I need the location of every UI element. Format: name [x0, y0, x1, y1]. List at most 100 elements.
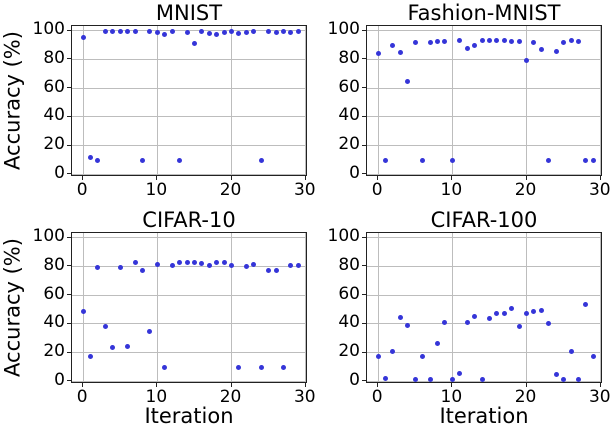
y-tick-label-40: 40 [43, 105, 65, 126]
data-point [405, 79, 411, 85]
data-point [80, 34, 86, 40]
y-tick-mark [362, 144, 366, 146]
gridline-x-10 [451, 26, 453, 175]
data-point [243, 29, 249, 35]
x-tick-mark [230, 176, 232, 180]
plot-area-mnist [71, 25, 307, 176]
x-tick-label-0: 0 [371, 387, 383, 407]
data-point [140, 157, 145, 163]
data-point [236, 364, 242, 370]
data-point [236, 31, 242, 37]
y-tick-label-80: 80 [338, 254, 360, 275]
gridline-y-60 [72, 87, 306, 89]
data-point [464, 320, 470, 325]
x-axis-label-right: Iteration [439, 404, 529, 428]
data-point [162, 31, 168, 37]
data-point [251, 261, 257, 267]
x-tick-label-10: 10 [440, 180, 463, 200]
gridline-x-0 [82, 26, 84, 175]
gridline-y-60 [367, 87, 601, 89]
x-tick-label-0: 0 [76, 180, 88, 200]
data-point [420, 353, 426, 359]
data-point [117, 264, 123, 270]
x-tick-mark [156, 176, 158, 180]
data-point [553, 371, 559, 377]
data-point [576, 377, 581, 383]
data-point [191, 41, 197, 47]
data-point [449, 376, 455, 382]
data-point [266, 267, 272, 273]
y-tick-mark [67, 29, 71, 31]
y-tick-label-100: 100 [32, 226, 65, 247]
data-point [494, 37, 500, 43]
data-point [191, 260, 197, 266]
gridline-y-40 [72, 116, 306, 118]
x-tick-mark [230, 383, 232, 387]
y-tick-label-100: 100 [32, 19, 65, 40]
data-point [509, 39, 515, 45]
gridline-y-20 [72, 352, 306, 354]
y-tick-label-40: 40 [43, 312, 65, 333]
x-tick-label-20: 20 [514, 387, 537, 407]
data-point [154, 29, 160, 35]
data-point [125, 28, 131, 34]
data-point [95, 157, 101, 163]
data-point [125, 344, 131, 350]
data-point [568, 348, 574, 354]
data-point [501, 37, 507, 43]
data-point [140, 268, 145, 274]
data-point [199, 28, 205, 34]
subplot-title-cifar-100: CIFAR-100 [430, 208, 538, 232]
y-tick-label-0: 0 [349, 369, 360, 390]
data-point [117, 28, 123, 34]
y-tick-label-60: 60 [338, 76, 360, 97]
data-point [295, 262, 301, 268]
x-tick-mark [82, 383, 84, 387]
gridline-x-0 [377, 233, 379, 382]
x-tick-label-20: 20 [219, 387, 242, 407]
data-point [590, 157, 596, 163]
y-axis-label-top: Accuracy (%) [0, 31, 25, 170]
data-point [95, 265, 101, 271]
y-tick-label-40: 40 [338, 312, 360, 333]
x-tick-mark [377, 383, 379, 387]
data-point [412, 40, 418, 46]
data-point [288, 263, 294, 269]
y-tick-mark [362, 29, 366, 31]
subplot-title-fashion-mnist: Fashion-MNIST [407, 1, 561, 25]
data-point [420, 157, 426, 163]
data-point [501, 311, 507, 317]
data-point [472, 43, 478, 49]
data-point [464, 46, 470, 52]
y-tick-mark [362, 351, 366, 353]
gridline-x-30 [600, 26, 602, 175]
y-tick-label-80: 80 [43, 254, 65, 275]
gridline-y-100 [367, 237, 601, 239]
data-point [169, 28, 175, 34]
data-point [229, 28, 235, 34]
data-point [538, 46, 544, 52]
x-tick-label-20: 20 [219, 180, 242, 200]
plot-area-cifar-100 [366, 232, 602, 383]
gridline-y-80 [72, 58, 306, 60]
data-point [383, 157, 389, 163]
data-point [442, 320, 448, 325]
y-tick-mark [67, 144, 71, 146]
gridline-x-10 [156, 26, 158, 175]
x-tick-label-0: 0 [76, 387, 88, 407]
data-point [169, 262, 175, 268]
y-tick-mark [362, 58, 366, 60]
data-point [154, 261, 160, 267]
data-point [243, 263, 249, 269]
data-point [251, 28, 257, 34]
y-tick-mark [362, 380, 366, 382]
data-point [576, 39, 581, 45]
data-point [214, 31, 220, 37]
gridline-x-30 [305, 26, 307, 175]
y-tick-label-20: 20 [43, 341, 65, 362]
data-point [516, 324, 522, 330]
y-tick-mark [362, 294, 366, 296]
gridline-y-40 [367, 323, 601, 325]
data-point [494, 310, 500, 316]
